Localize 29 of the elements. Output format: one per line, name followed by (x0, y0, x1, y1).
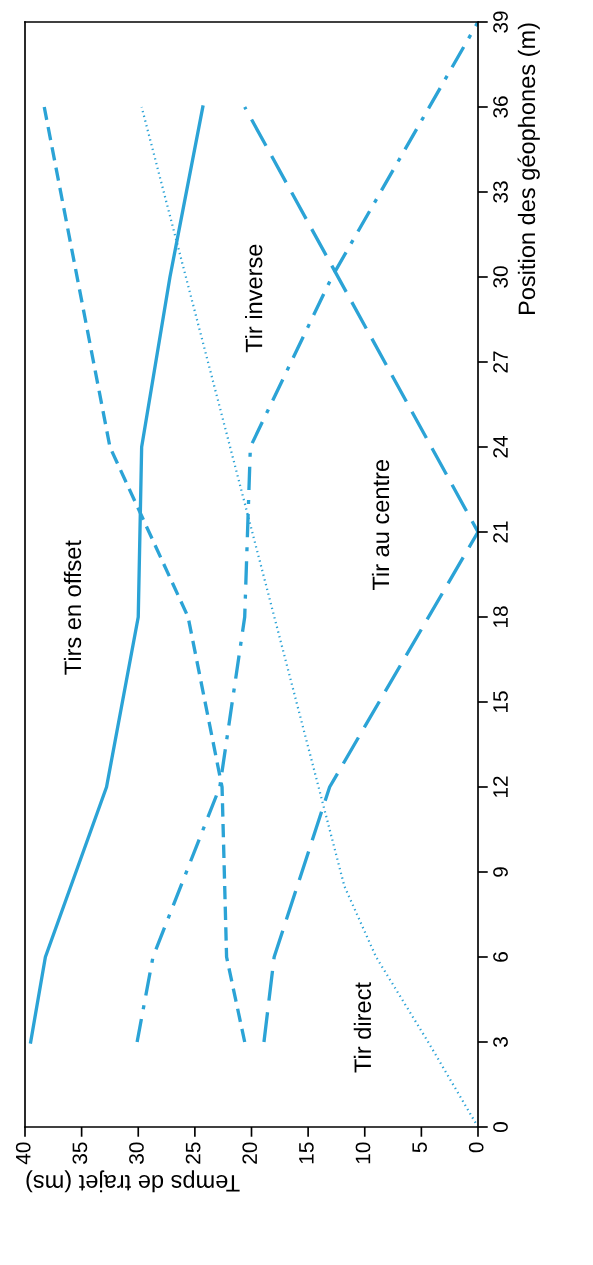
annotation: Tirs en offset (63, 540, 82, 675)
annotation: Tir direct (353, 982, 372, 1073)
y-tick-label: 33 (493, 181, 508, 203)
x-axis-title: Temps de trajet (ms) (26, 1170, 240, 1193)
x-tick-label: 20 (242, 1142, 258, 1164)
y-tick-label: 18 (493, 606, 508, 627)
x-tick-label: 0 (468, 1142, 484, 1153)
y-tick-label: 9 (493, 867, 508, 877)
y-tick-label: 3 (493, 1037, 508, 1047)
y-tick-label: 0 (493, 1122, 508, 1132)
y-tick-label: 39 (493, 11, 508, 33)
y-tick-label: 6 (493, 952, 508, 962)
annotation: Tir inverse (245, 244, 263, 353)
x-tick-label: 5 (412, 1142, 427, 1153)
annotation: Tir au centre (371, 459, 390, 591)
y-tick-label: 27 (493, 351, 508, 373)
y-tick-label: 30 (493, 266, 508, 288)
x-tick-label: 25 (185, 1142, 201, 1164)
y-tick-label: 12 (493, 776, 508, 797)
x-tick-label: 40 (15, 1142, 31, 1165)
x-tick-label: 30 (129, 1142, 144, 1164)
y-tick-label: 15 (493, 691, 508, 712)
y-tick-label: 36 (493, 96, 508, 118)
x-tick-label: 15 (299, 1142, 314, 1164)
x-tick-label: 35 (72, 1142, 88, 1164)
y-tick-label: 21 (493, 521, 508, 543)
y-axis-title: Position des géophones (m) (517, 23, 540, 315)
x-tick-label: 10 (355, 1142, 371, 1164)
y-tick-label: 24 (493, 436, 508, 458)
